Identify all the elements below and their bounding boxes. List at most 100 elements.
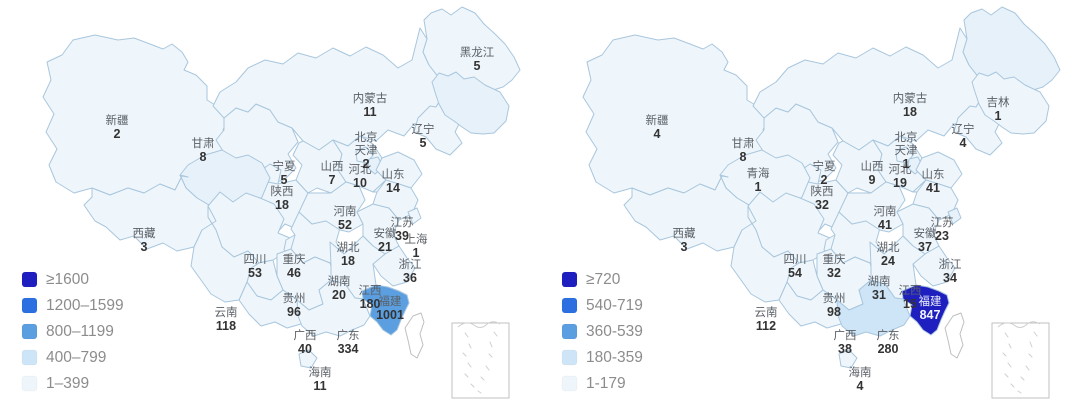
svg-text:广西: 广西: [294, 329, 317, 342]
svg-text:浙江: 浙江: [399, 258, 422, 271]
svg-text:53: 53: [248, 266, 262, 280]
svg-text:贵州: 贵州: [823, 292, 846, 305]
svg-text:1: 1: [755, 180, 762, 194]
svg-text:34: 34: [943, 271, 957, 285]
svg-text:新疆: 新疆: [646, 113, 669, 127]
svg-text:福建: 福建: [919, 294, 942, 308]
svg-text:334: 334: [338, 342, 359, 356]
svg-text:云南: 云南: [755, 305, 778, 319]
svg-text:1: 1: [995, 109, 1002, 123]
svg-text:辽宁: 辽宁: [952, 122, 975, 136]
svg-text:北京: 北京: [355, 130, 378, 144]
svg-text:重庆: 重庆: [283, 252, 306, 266]
svg-text:31: 31: [872, 288, 886, 302]
svg-text:1: 1: [413, 246, 420, 260]
svg-text:安徽: 安徽: [374, 226, 397, 240]
svg-text:河南: 河南: [874, 204, 897, 218]
svg-text:吉林: 吉林: [987, 95, 1010, 109]
svg-text:4: 4: [654, 127, 661, 141]
svg-text:重庆: 重庆: [823, 252, 846, 266]
svg-text:5: 5: [420, 136, 427, 150]
svg-text:18: 18: [341, 254, 355, 268]
svg-text:辽宁: 辽宁: [412, 122, 435, 136]
svg-text:3: 3: [681, 240, 688, 254]
svg-text:≥1600: ≥1600: [46, 271, 89, 288]
svg-text:广东: 广东: [337, 329, 360, 342]
svg-text:四川: 四川: [784, 253, 807, 266]
svg-text:≥720: ≥720: [586, 271, 621, 288]
svg-text:4: 4: [960, 136, 967, 150]
svg-text:广东: 广东: [877, 329, 900, 342]
svg-text:1-179: 1-179: [586, 375, 626, 392]
svg-text:20: 20: [332, 288, 346, 302]
svg-text:福建: 福建: [379, 294, 402, 308]
svg-text:37: 37: [918, 240, 932, 254]
svg-text:1200–1599: 1200–1599: [46, 297, 124, 314]
svg-text:甘肃: 甘肃: [732, 137, 755, 150]
svg-text:118: 118: [216, 319, 236, 333]
svg-text:15: 15: [903, 297, 917, 311]
svg-text:540-719: 540-719: [586, 297, 643, 314]
svg-text:180-359: 180-359: [586, 349, 643, 366]
svg-text:18: 18: [903, 105, 917, 119]
svg-text:1: 1: [902, 156, 909, 171]
svg-text:38: 38: [838, 342, 852, 356]
svg-text:54: 54: [788, 266, 802, 280]
svg-text:陕西: 陕西: [811, 184, 834, 198]
svg-text:96: 96: [287, 305, 301, 319]
svg-text:39: 39: [395, 229, 409, 243]
svg-text:湖北: 湖北: [877, 240, 900, 254]
svg-text:98: 98: [827, 305, 841, 319]
svg-text:5: 5: [281, 173, 288, 187]
svg-text:四川: 四川: [244, 253, 267, 266]
svg-text:2: 2: [362, 156, 369, 171]
svg-text:14: 14: [386, 181, 400, 195]
svg-text:8: 8: [200, 150, 207, 164]
svg-text:海南: 海南: [309, 365, 332, 379]
svg-text:11: 11: [313, 379, 326, 393]
svg-text:36: 36: [403, 271, 417, 285]
svg-text:7: 7: [329, 173, 336, 187]
svg-text:黑龙江: 黑龙江: [460, 46, 495, 59]
svg-text:内蒙古: 内蒙古: [893, 91, 928, 105]
svg-text:浙江: 浙江: [939, 258, 962, 271]
svg-text:2: 2: [114, 127, 121, 141]
svg-text:海南: 海南: [849, 365, 872, 379]
svg-text:1–399: 1–399: [46, 375, 89, 392]
svg-text:山西: 山西: [861, 160, 884, 173]
svg-text:10: 10: [353, 176, 367, 190]
svg-text:广西: 广西: [834, 329, 857, 342]
svg-text:西藏: 西藏: [673, 227, 696, 240]
svg-text:内蒙古: 内蒙古: [353, 91, 388, 105]
svg-text:青海: 青海: [747, 166, 770, 180]
svg-text:山东: 山东: [382, 168, 405, 181]
svg-text:北京: 北京: [895, 130, 918, 144]
svg-text:1001: 1001: [376, 308, 404, 322]
svg-text:11: 11: [363, 105, 376, 119]
svg-text:9: 9: [869, 173, 876, 187]
svg-text:陕西: 陕西: [271, 184, 294, 198]
svg-text:32: 32: [827, 266, 841, 280]
svg-text:400–799: 400–799: [46, 349, 106, 366]
svg-text:800–1199: 800–1199: [46, 323, 114, 340]
svg-text:360-539: 360-539: [586, 323, 643, 340]
svg-text:41: 41: [878, 218, 892, 232]
svg-text:18: 18: [275, 198, 289, 212]
svg-text:贵州: 贵州: [283, 292, 306, 305]
svg-text:甘肃: 甘肃: [192, 137, 215, 150]
svg-text:2: 2: [821, 173, 828, 187]
svg-text:847: 847: [920, 308, 941, 322]
svg-text:23: 23: [935, 229, 949, 243]
svg-text:32: 32: [815, 198, 829, 212]
svg-text:河南: 河南: [334, 204, 357, 218]
svg-text:19: 19: [893, 176, 907, 190]
svg-text:40: 40: [298, 342, 312, 356]
svg-text:山东: 山东: [922, 168, 945, 181]
svg-text:24: 24: [881, 254, 895, 268]
svg-text:湖南: 湖南: [328, 274, 351, 288]
svg-text:新疆: 新疆: [106, 113, 129, 127]
svg-text:山西: 山西: [321, 160, 344, 173]
svg-text:宁夏: 宁夏: [273, 159, 296, 173]
svg-text:云南: 云南: [215, 305, 238, 319]
svg-text:4: 4: [857, 379, 864, 393]
